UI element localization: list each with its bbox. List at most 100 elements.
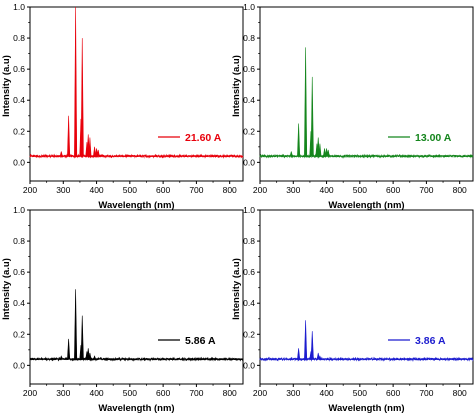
axes-frame — [259, 209, 474, 385]
emission-peak — [59, 355, 63, 360]
emission-peak — [74, 6, 78, 157]
y-tick-label: 0.6 — [13, 64, 25, 74]
panel-1: 200 300 400 500 600 700 800 0.0 0.2 0.4 0.6 0.8 1.0 W… — [1, 2, 244, 211]
emission-peak — [323, 148, 327, 157]
y-tick-label: 0.6 — [243, 267, 255, 277]
emission-peak — [304, 47, 308, 157]
x-axis-title: Wavelength (nm) — [328, 403, 404, 414]
x-tick-label: 200 — [253, 185, 267, 195]
y-tick-label: 0.2 — [243, 329, 255, 339]
y-tick-label: 0.0 — [13, 157, 25, 167]
emission-peak — [80, 315, 84, 360]
legend-label: 3.86 A — [415, 335, 446, 347]
y-tick-label: 0.6 — [13, 267, 25, 277]
x-tick-label: 300 — [286, 185, 300, 195]
emission-peak — [289, 357, 294, 360]
emission-peak — [93, 146, 97, 157]
y-tick-label: 0.8 — [13, 33, 25, 43]
emission-peak — [310, 76, 314, 157]
y-tick-label: 0.0 — [243, 157, 255, 167]
x-tick-label: 500 — [123, 388, 137, 398]
y-axis-title: Intensity (a.u) — [231, 55, 242, 117]
y-axis-title: Intensity (a.u) — [1, 55, 12, 117]
spectrum-trace — [259, 356, 474, 362]
emission-peak — [88, 352, 92, 360]
emission-peak — [316, 352, 320, 360]
x-tick-label: 600 — [386, 185, 400, 195]
y-tick-label: 0.8 — [13, 236, 25, 246]
x-tick-label: 800 — [453, 388, 467, 398]
y-tick-label: 0.8 — [243, 236, 255, 246]
x-tick-label: 700 — [189, 388, 203, 398]
y-tick-label: 1.0 — [13, 205, 25, 215]
x-axis-title: Wavelength (nm) — [98, 200, 174, 211]
y-axis-title: Intensity (a.u) — [1, 258, 12, 320]
legend-label: 21.60 A — [185, 132, 222, 144]
y-tick-label: 0.8 — [243, 33, 255, 43]
axes-frame — [29, 209, 244, 385]
emission-peak — [92, 355, 97, 360]
axes-frame — [259, 6, 474, 182]
y-tick-label: 1.0 — [243, 2, 255, 12]
x-tick-label: 700 — [419, 388, 433, 398]
x-tick-label: 500 — [123, 185, 137, 195]
panel-2: 200 300 400 500 600 700 800 0.0 0.2 0.4 0.6 0.8 1.0 W… — [231, 2, 474, 211]
y-tick-label: 0.2 — [13, 329, 25, 339]
emission-peak — [310, 331, 314, 360]
y-tick-label: 0.4 — [243, 95, 255, 105]
x-tick-label: 600 — [156, 185, 170, 195]
emission-peak — [289, 151, 293, 157]
x-tick-label: 600 — [156, 388, 170, 398]
emission-peak — [316, 137, 320, 157]
x-tick-label: 400 — [319, 388, 333, 398]
y-tick-label: 1.0 — [13, 2, 25, 12]
x-tick-label: 800 — [223, 388, 237, 398]
x-tick-label: 700 — [419, 185, 433, 195]
spectrum-trace — [259, 153, 474, 159]
emission-peak — [59, 151, 63, 157]
x-axis-title: Wavelength (nm) — [98, 403, 174, 414]
y-tick-label: 0.4 — [243, 298, 255, 308]
x-tick-label: 400 — [319, 185, 333, 195]
x-tick-label: 300 — [286, 388, 300, 398]
emission-peak — [80, 38, 84, 157]
panel-3: 200 300 400 500 600 700 800 0.0 0.2 0.4 0.6 0.8 1.0 W… — [1, 205, 244, 414]
x-tick-label: 200 — [23, 185, 37, 195]
x-tick-label: 700 — [189, 185, 203, 195]
y-tick-label: 0.2 — [243, 126, 255, 136]
y-tick-label: 0.6 — [243, 64, 255, 74]
x-tick-label: 800 — [223, 185, 237, 195]
x-tick-label: 300 — [56, 185, 70, 195]
emission-peak — [297, 348, 301, 360]
spectrum-trace — [29, 153, 244, 159]
emission-peak — [297, 123, 301, 157]
emission-peak — [318, 143, 322, 157]
x-tick-label: 400 — [89, 388, 103, 398]
y-tick-label: 0.4 — [13, 95, 25, 105]
x-axis-title: Wavelength (nm) — [328, 200, 404, 211]
x-tick-label: 300 — [56, 388, 70, 398]
x-tick-label: 400 — [89, 185, 103, 195]
x-tick-label: 200 — [253, 388, 267, 398]
panel-4: 200 300 400 500 600 700 800 0.0 0.2 0.4 0.6 0.8 1.0 W… — [231, 205, 474, 414]
y-tick-label: 0.0 — [13, 360, 25, 370]
axes-frame — [29, 6, 244, 182]
x-tick-label: 200 — [23, 388, 37, 398]
spectrum-trace — [29, 356, 244, 362]
emission-peak — [304, 320, 308, 360]
legend-label: 13.00 A — [415, 132, 452, 144]
emission-peak — [86, 348, 90, 360]
y-tick-label: 1.0 — [243, 205, 255, 215]
x-tick-label: 500 — [353, 388, 367, 398]
y-tick-label: 0.2 — [13, 126, 25, 136]
y-axis-title: Intensity (a.u) — [231, 258, 242, 320]
legend-label: 5.86 A — [185, 335, 216, 347]
emission-peak — [67, 338, 71, 360]
x-tick-label: 600 — [386, 388, 400, 398]
emission-peak — [96, 149, 100, 157]
emission-peak — [318, 355, 322, 360]
emission-peak — [326, 149, 330, 157]
x-tick-label: 800 — [453, 185, 467, 195]
y-tick-label: 0.4 — [13, 298, 25, 308]
